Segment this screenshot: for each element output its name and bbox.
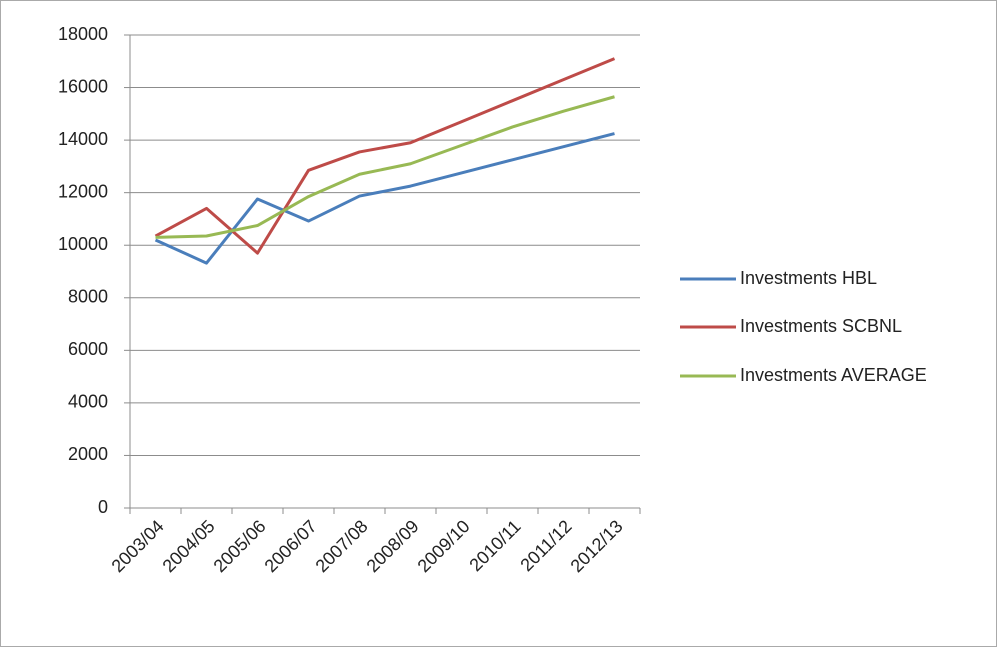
y-tick-label: 0	[98, 497, 108, 517]
y-tick-label: 2000	[68, 444, 108, 464]
y-tick-label: 18000	[58, 24, 108, 44]
y-tick-label: 16000	[58, 76, 108, 96]
legend-label: Investments SCBNL	[740, 316, 902, 336]
legend-label: Investments HBL	[740, 268, 877, 288]
legend-label: Investments AVERAGE	[740, 365, 927, 385]
y-tick-label: 6000	[68, 339, 108, 359]
series-line	[155, 95, 615, 239]
y-tick-label: 14000	[58, 129, 108, 149]
y-tick-label: 12000	[58, 181, 108, 201]
y-tick-label: 8000	[68, 287, 108, 307]
y-tick-label: 4000	[68, 392, 108, 412]
y-tick-label: 10000	[58, 234, 108, 254]
